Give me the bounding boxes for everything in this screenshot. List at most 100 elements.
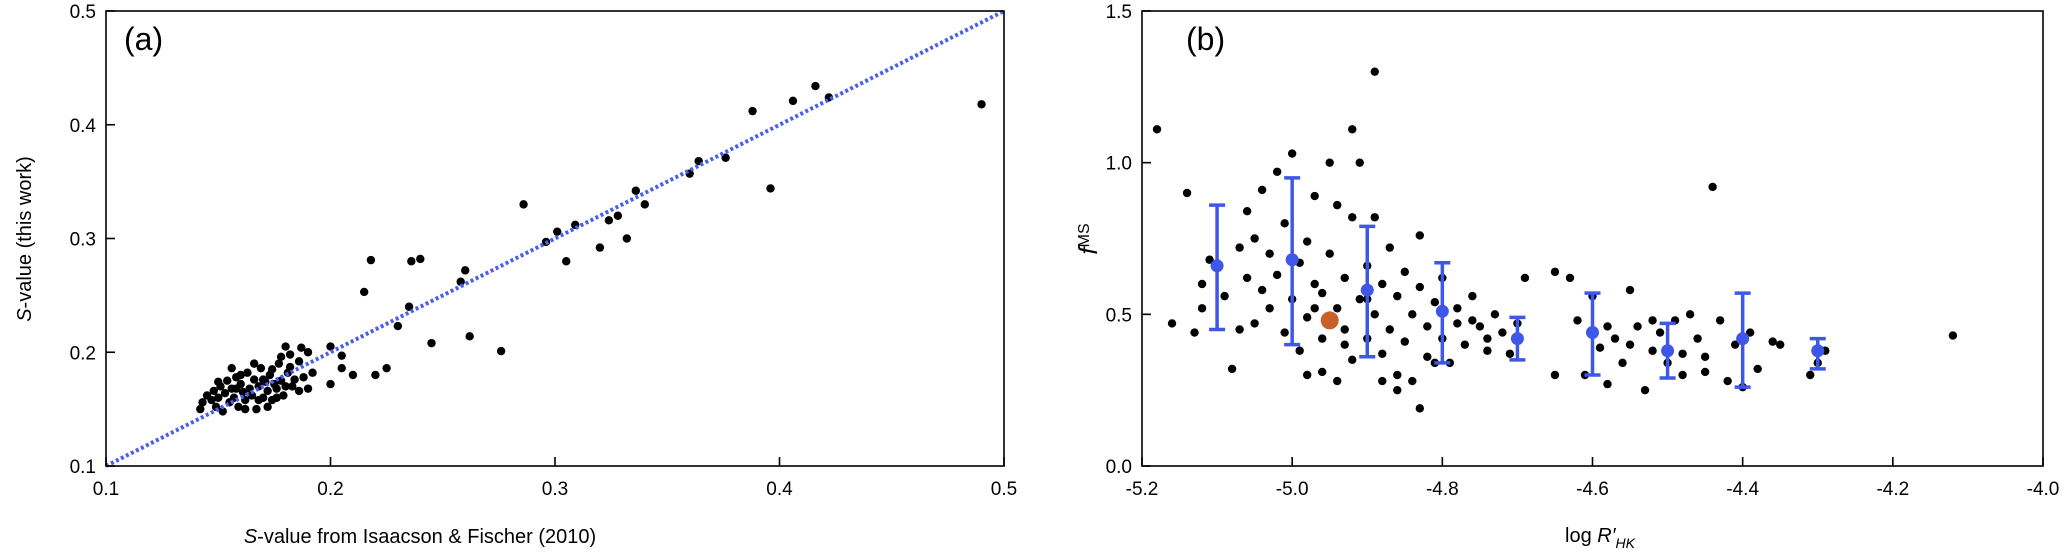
data-point	[1385, 325, 1394, 334]
data-point	[366, 255, 376, 265]
data-point	[1625, 340, 1635, 349]
data-point	[631, 186, 641, 195]
y-tick-label: 0.4	[70, 116, 97, 137]
data-point	[416, 254, 425, 264]
panel-b-binned-means	[1209, 176, 1826, 389]
data-point	[1340, 273, 1349, 283]
y-tick-label: 0.1	[70, 457, 96, 478]
data-point	[337, 351, 346, 360]
data-point	[303, 384, 313, 393]
data-point	[1370, 213, 1379, 222]
data-point	[1453, 304, 1462, 313]
data-point	[249, 375, 259, 384]
binned-mean-point	[1210, 259, 1224, 273]
data-point	[1948, 331, 1958, 340]
data-point	[1318, 288, 1327, 298]
data-point	[1167, 319, 1177, 328]
panel-a-x-axis-label-text: -value from Isaacson & Fischer (2010)	[257, 526, 596, 548]
panel-b-x-ticks: -5.2 -5.0 -4.8 -4.6 -4.4 -4.2 -4.0	[1126, 457, 2059, 500]
panel-a-x-axis-label-italic: S	[244, 526, 258, 548]
data-point	[272, 393, 281, 402]
panel-b-highlight-point	[1320, 311, 1339, 330]
y-tick-label: 1.5	[1106, 2, 1132, 23]
data-point	[1220, 291, 1229, 301]
data-point	[465, 332, 474, 341]
data-point	[811, 81, 820, 91]
data-point	[234, 402, 243, 412]
data-point	[1340, 325, 1349, 334]
data-point	[285, 350, 295, 359]
data-point	[359, 287, 369, 297]
x-tick-label: 0.4	[766, 479, 793, 500]
data-point	[1618, 358, 1627, 368]
data-point	[1648, 346, 1657, 355]
panel-b-y-axis-label-sub: MS	[1076, 223, 1093, 247]
y-tick-label: 1.0	[1106, 154, 1132, 175]
data-point	[1393, 291, 1402, 301]
data-point	[1235, 325, 1244, 334]
panel-b-y-axis-label-italic: f	[1073, 245, 1103, 255]
panel-b-x-axis-label-italic: R′	[1597, 525, 1616, 547]
data-point	[1310, 304, 1319, 313]
data-point	[1370, 67, 1379, 76]
data-point	[1197, 279, 1207, 289]
data-point	[640, 200, 649, 209]
y-tick-label: 0.3	[70, 230, 96, 251]
x-tick-label: -4.8	[1426, 479, 1459, 500]
binned-mean-point	[1736, 332, 1750, 346]
data-point	[1505, 349, 1515, 358]
data-point	[1280, 219, 1289, 228]
panel-b: -5.2 -5.0 -4.8 -4.6 -4.4 -4.2 -4.0 0.0 0.5 1.0 1.…	[1073, 2, 2059, 551]
data-point	[1227, 364, 1237, 374]
data-point	[1152, 125, 1162, 134]
data-point	[1197, 304, 1207, 313]
data-point	[1693, 334, 1702, 343]
data-point	[326, 379, 335, 389]
data-point	[456, 277, 465, 286]
x-tick-label: 0.5	[991, 479, 1017, 500]
data-point	[294, 357, 304, 366]
data-point	[299, 373, 308, 382]
data-point	[371, 370, 380, 380]
data-point	[252, 404, 261, 414]
data-point	[1242, 273, 1252, 283]
data-point	[1700, 367, 1710, 377]
data-point	[1423, 352, 1432, 361]
data-point	[223, 376, 232, 385]
data-point	[1333, 304, 1342, 313]
data-point	[1190, 328, 1199, 337]
panel-a-label: (a)	[124, 21, 163, 57]
data-point	[267, 365, 277, 374]
data-point	[1483, 334, 1492, 343]
data-point	[1550, 267, 1560, 277]
data-point	[1633, 322, 1642, 331]
binned-mean-point	[1510, 332, 1524, 346]
data-point	[1520, 273, 1530, 283]
data-point	[1325, 158, 1334, 167]
data-point	[297, 343, 306, 352]
data-point	[1678, 349, 1687, 358]
data-point	[1302, 313, 1312, 322]
y-tick-label: 0.5	[1106, 305, 1132, 326]
x-tick-label: -4.4	[1726, 479, 1759, 500]
data-point	[218, 407, 227, 416]
panel-b-y-axis-label: fMS	[1073, 223, 1103, 254]
data-point	[263, 402, 272, 412]
data-point	[766, 184, 775, 193]
data-point	[290, 375, 299, 384]
data-point	[1655, 328, 1665, 337]
data-point	[1423, 322, 1432, 331]
data-point	[1333, 200, 1342, 210]
data-point	[1603, 379, 1612, 389]
panel-a-y-ticks: 0.1 0.2 0.3 0.4 0.5	[70, 2, 115, 478]
y-tick-label: 0.0	[1106, 457, 1132, 478]
data-point	[254, 395, 263, 405]
data-point	[1400, 337, 1409, 346]
data-point	[1302, 237, 1312, 246]
data-point	[1468, 316, 1477, 325]
data-point	[272, 384, 281, 393]
panel-b-x-axis-label: log R′HK	[1565, 525, 1636, 551]
binned-mean-point	[1360, 283, 1374, 297]
data-point	[1550, 370, 1560, 380]
